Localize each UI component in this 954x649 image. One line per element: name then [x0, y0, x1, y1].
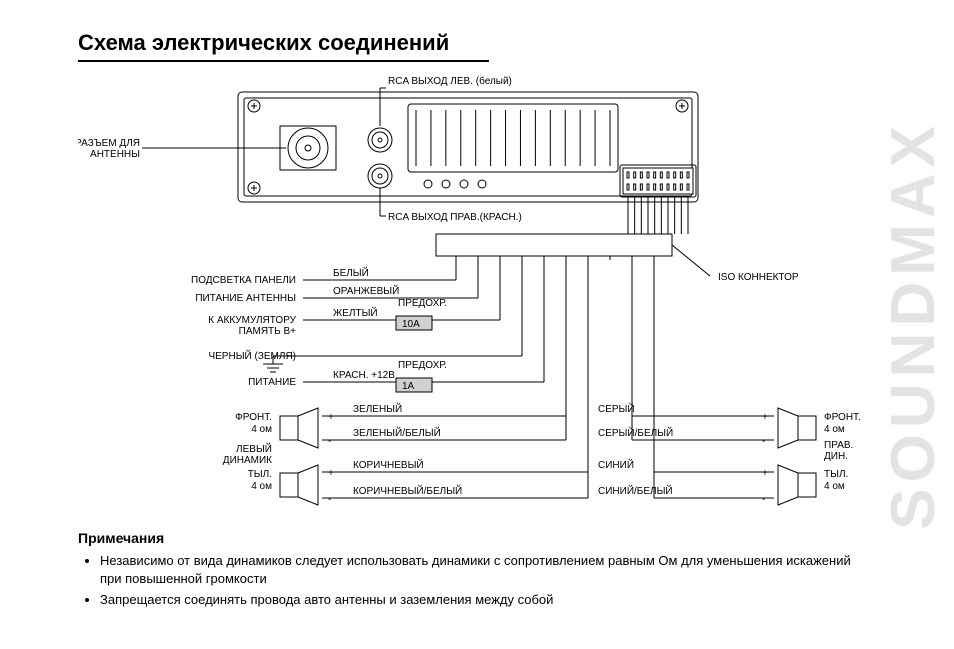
page-title: Схема электрических соединений [78, 30, 489, 62]
svg-text:4 ом: 4 ом [251, 424, 272, 435]
svg-text:ПАМЯТЬ B+: ПАМЯТЬ B+ [239, 326, 297, 337]
svg-text:ОРАНЖЕВЫЙ: ОРАНЖЕВЫЙ [333, 284, 399, 297]
svg-text:4 ом: 4 ом [251, 481, 272, 492]
svg-text:1A: 1A [402, 381, 415, 392]
brand-watermark: SOUNDMAX [878, 0, 948, 649]
svg-text:СЕРЫЙ: СЕРЫЙ [598, 402, 635, 415]
note-item: Независимо от вида динамиков следует исп… [100, 552, 868, 587]
notes-heading: Примечания [78, 530, 868, 546]
notes-block: Примечания Независимо от вида динамиков … [78, 530, 868, 613]
svg-text:БЕЛЫЙ: БЕЛЫЙ [333, 266, 369, 279]
svg-text:КОРИЧНЕВЫЙ/БЕЛЫЙ: КОРИЧНЕВЫЙ/БЕЛЫЙ [353, 484, 462, 497]
svg-text:КОРИЧНЕВЫЙ: КОРИЧНЕВЫЙ [353, 458, 424, 471]
svg-text:СИНИЙ/БЕЛЫЙ: СИНИЙ/БЕЛЫЙ [598, 484, 673, 497]
svg-text:ТЫЛ.: ТЫЛ. [824, 469, 848, 480]
svg-text:ТЫЛ.: ТЫЛ. [248, 469, 272, 480]
svg-text:ЛЕВЫЙ: ЛЕВЫЙ [236, 442, 272, 455]
svg-text:ДИНАМИК: ДИНАМИК [223, 455, 272, 466]
svg-text:-: - [328, 494, 331, 505]
svg-text:ПИТАНИЕ: ПИТАНИЕ [248, 377, 296, 388]
svg-text:КРАСН. +12В: КРАСН. +12В [333, 370, 395, 381]
svg-text:+: + [762, 412, 768, 423]
brand-text: SOUNDMAX [878, 120, 949, 530]
svg-text:ПРЕДОХР.: ПРЕДОХР. [398, 298, 447, 309]
svg-text:4 ом: 4 ом [824, 424, 845, 435]
svg-text:АНТЕННЫ: АНТЕННЫ [90, 149, 140, 160]
svg-text:ЗЕЛЕНЫЙ/БЕЛЫЙ: ЗЕЛЕНЫЙ/БЕЛЫЙ [353, 426, 441, 439]
svg-text:RCA ВЫХОД ПРАВ.(КРАСН.): RCA ВЫХОД ПРАВ.(КРАСН.) [388, 212, 522, 223]
svg-text:ЗЕЛЕНЫЙ: ЗЕЛЕНЫЙ [353, 402, 402, 415]
svg-text:+: + [328, 468, 334, 479]
svg-text:РАЗЪЕМ ДЛЯ: РАЗЪЕМ ДЛЯ [78, 138, 140, 149]
svg-text:+: + [328, 412, 334, 423]
svg-text:ФРОНТ.: ФРОНТ. [235, 412, 272, 423]
svg-text:ДИН.: ДИН. [824, 451, 848, 462]
wiring-diagram: РАЗЪЕМ ДЛЯАНТЕННЫ RCA ВЫХОД ЛЕВ. (белый) R… [78, 70, 878, 530]
svg-text:ЖЕЛТЫЙ: ЖЕЛТЫЙ [333, 306, 378, 319]
svg-text:ПОДСВЕТКА ПАНЕЛИ: ПОДСВЕТКА ПАНЕЛИ [191, 275, 296, 286]
svg-text:ПРАВ.: ПРАВ. [824, 440, 853, 451]
svg-text:-: - [762, 436, 765, 447]
svg-text:ФРОНТ.: ФРОНТ. [824, 412, 861, 423]
svg-text:4 ом: 4 ом [824, 481, 845, 492]
svg-text:ПРЕДОХР.: ПРЕДОХР. [398, 360, 447, 371]
svg-text:СИНИЙ: СИНИЙ [598, 458, 634, 471]
svg-text:К АККУМУЛЯТОРУ: К АККУМУЛЯТОРУ [208, 315, 296, 326]
svg-text:+: + [762, 468, 768, 479]
svg-text:10A: 10A [402, 319, 420, 330]
svg-text:-: - [762, 494, 765, 505]
notes-list: Независимо от вида динамиков следует исп… [78, 552, 868, 609]
svg-text:ISO КОННЕКТОР: ISO КОННЕКТОР [718, 272, 799, 283]
svg-text:RCA ВЫХОД ЛЕВ. (белый): RCA ВЫХОД ЛЕВ. (белый) [388, 75, 512, 87]
note-item: Запрещается соединять провода авто антен… [100, 591, 868, 609]
svg-text:ПИТАНИЕ АНТЕННЫ: ПИТАНИЕ АНТЕННЫ [195, 293, 296, 304]
svg-text:СЕРЫЙ/БЕЛЫЙ: СЕРЫЙ/БЕЛЫЙ [598, 426, 673, 439]
svg-text:-: - [328, 436, 331, 447]
